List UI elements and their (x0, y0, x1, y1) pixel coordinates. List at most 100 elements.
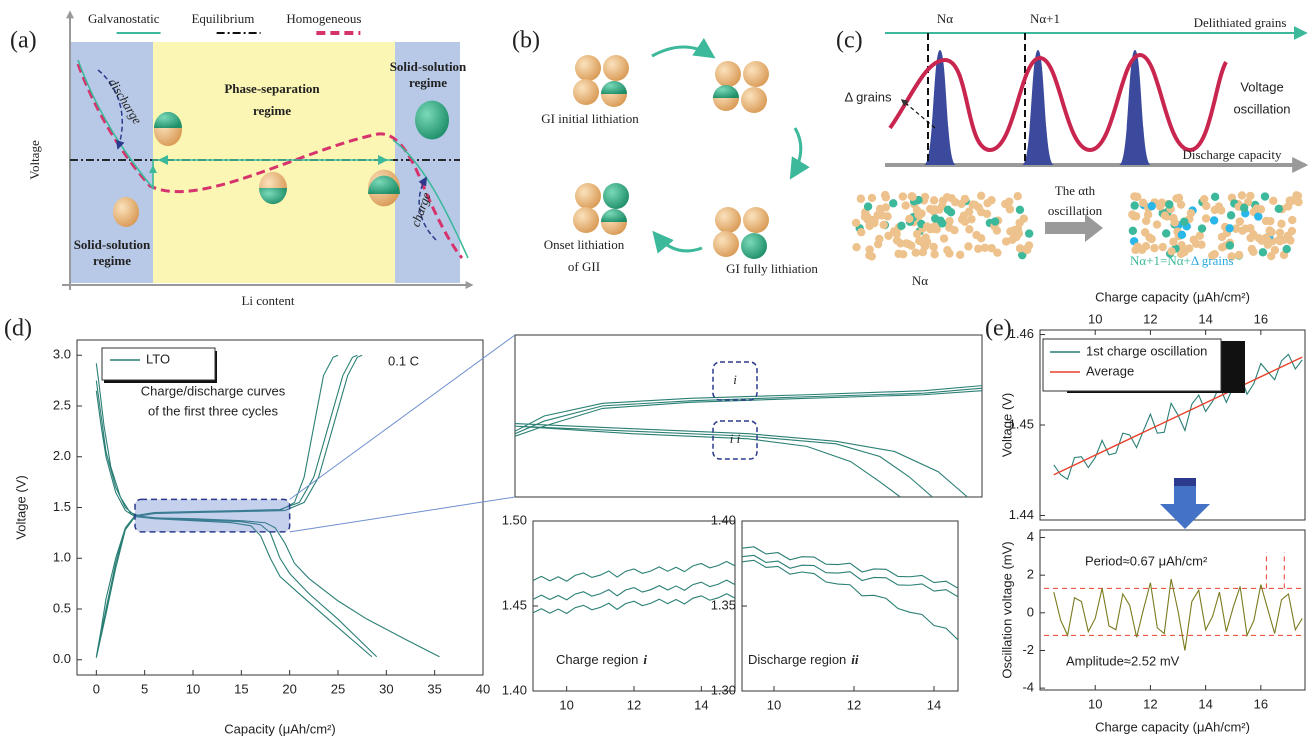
y-tick-label: -2 (1022, 642, 1034, 657)
grain-dot (1202, 201, 1211, 211)
y-axis-label: Voltage (V) (13, 475, 28, 539)
grain-dot (1150, 243, 1159, 253)
x-axis-label: Charge capacity (μAh/cm²) (1095, 719, 1250, 734)
grain-dot (1265, 226, 1274, 235)
delta-label: Δ grains (845, 89, 892, 104)
y-tick-label: 1.35 (711, 597, 736, 612)
grain-dot (917, 209, 926, 218)
series-line (1053, 578, 1303, 651)
n-label: Nα (912, 273, 928, 288)
grain-dot (1197, 224, 1207, 233)
grain-dot (1179, 217, 1189, 226)
grain (713, 231, 739, 257)
grain-dot (1142, 216, 1151, 226)
y-tick-label: 0.0 (53, 651, 71, 666)
grain-dot (1227, 252, 1236, 261)
particle (259, 171, 287, 205)
grain-dot (1287, 226, 1297, 236)
legend-label: LTO (146, 351, 170, 366)
series-line (533, 593, 735, 615)
annotation: Charge/discharge curves (141, 383, 286, 398)
plot-area (514, 334, 983, 498)
grain-dot (1195, 231, 1205, 240)
grain (743, 61, 769, 87)
step-arrow (1045, 214, 1103, 242)
y-tick-label: 1.45 (1009, 416, 1034, 431)
grain-dot (1263, 236, 1273, 246)
x-tick-label: 35 (427, 681, 441, 696)
grain-dot (967, 215, 976, 224)
legend-label: Average (1086, 363, 1134, 378)
grain-dot (1235, 217, 1245, 226)
grain-dot (918, 247, 928, 257)
y-tick-label: 2 (1027, 567, 1034, 582)
x-tick-label: 15 (234, 681, 248, 696)
region-label: regime (253, 103, 291, 118)
y-axis-label: Voltage (V) (999, 393, 1014, 457)
grain-dot (875, 234, 884, 244)
charge-arrow (418, 176, 437, 241)
grain-dot (1129, 211, 1139, 221)
curve-label: oscillation (1233, 101, 1290, 116)
grain (575, 183, 601, 209)
y-tick-label: 1.0 (53, 550, 71, 565)
delta-arrow (900, 99, 936, 129)
grain-dot (980, 243, 990, 252)
series-line (533, 579, 735, 601)
y-tick-label: 3.0 (53, 347, 71, 362)
grain-dot (987, 244, 996, 253)
x-tick-label: 12 (847, 697, 861, 712)
grain-dot (896, 239, 905, 248)
particle-cap (368, 175, 400, 194)
legend-box (1042, 338, 1222, 392)
y-tick-label: 1.50 (502, 512, 527, 527)
grain-dot (1152, 220, 1162, 229)
x-tick-label: 20 (282, 681, 296, 696)
grain (715, 207, 741, 233)
grain-dot (901, 201, 910, 210)
grain-dot (1249, 247, 1258, 256)
x-tick-label: 14 (694, 697, 708, 712)
grain-dot (1165, 200, 1174, 209)
y-tick-label: 1.40 (502, 682, 527, 697)
grain-dot (1258, 248, 1268, 257)
grain-dot (1013, 191, 1022, 201)
grain-dot (1210, 192, 1220, 202)
y-tick-label: 2.5 (53, 397, 71, 412)
region-label: i i (730, 431, 741, 446)
step-label: GI initial lithiation (541, 111, 639, 126)
grain-dot (990, 217, 1000, 226)
grain-dot (1015, 218, 1024, 228)
step-label: oscillation (1048, 203, 1103, 218)
grain-dot (1254, 212, 1263, 221)
grain-dot (856, 194, 866, 203)
region-mark: i (643, 652, 647, 667)
legend-box (101, 347, 216, 381)
grain-dot (1184, 244, 1194, 253)
grain-dot (1270, 245, 1280, 255)
grain-dot (880, 190, 890, 200)
cycle-arrow (652, 230, 703, 254)
grain-dot (1274, 204, 1283, 214)
grain-dot (930, 214, 940, 223)
grain-cap (713, 85, 739, 98)
series-line (742, 559, 958, 641)
grain-dot (1237, 191, 1247, 200)
grain-dot (1140, 228, 1150, 237)
grain-dot (1260, 192, 1270, 201)
zoom-connector (289, 334, 516, 500)
axis-label: Delithiated grains (1194, 15, 1287, 30)
plot-area (1039, 529, 1306, 691)
particle-cap (154, 111, 182, 128)
n-label: Nα+1=Nα+Δ grains (1130, 253, 1234, 268)
grain-dot (1018, 250, 1027, 260)
region-label: Solid-solution (390, 59, 467, 74)
grain-dot (976, 234, 986, 243)
y-tick-label: 1.30 (711, 682, 736, 697)
grain-dot (1234, 250, 1244, 260)
particle (368, 169, 400, 207)
grain-dot (1217, 232, 1227, 242)
grain-peak (924, 50, 956, 165)
grain-dot (1147, 234, 1156, 244)
grain-cap (601, 209, 627, 222)
